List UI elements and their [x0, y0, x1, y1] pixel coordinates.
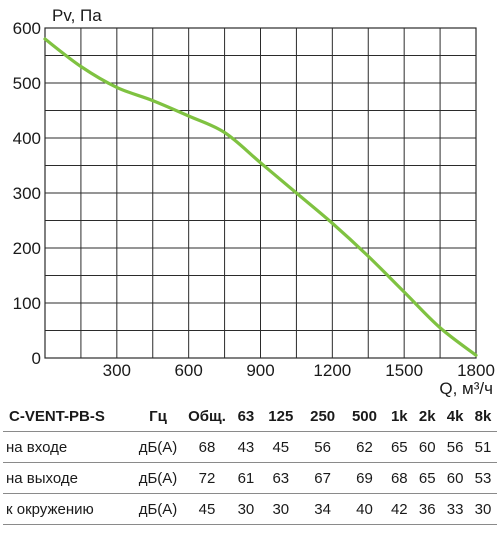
table-header-row: C-VENT-PB-S Гц Общ. 63 125 250 500 1k 2k…	[3, 401, 497, 432]
unit-cell: дБ(А)	[138, 438, 178, 456]
table-row: на входе дБ(А) 68 43 45 56 62 65 60 56 5…	[3, 432, 497, 463]
chart-svg: 300 600 900 1200 1500 1800 0 100 200 300 400 500 600…	[13, 6, 495, 398]
x-tick-label: 1500	[385, 361, 423, 380]
row-label: к окружению	[6, 500, 94, 518]
table-row: к окружению дБ(А) 45 30 30 34 40 42 36 3…	[3, 494, 497, 525]
value-cell: 69	[356, 469, 373, 487]
value-cell: 56	[446, 438, 464, 456]
total-cell: 45	[198, 500, 216, 518]
value-cell: 60	[418, 438, 436, 456]
freq-header: 500	[351, 407, 377, 425]
value-cell: 30	[474, 500, 492, 518]
series-line	[43, 37, 478, 357]
value-cell: 42	[390, 500, 408, 518]
x-tick-label: 600	[174, 361, 202, 380]
value-cell: 65	[418, 469, 436, 487]
value-cell: 68	[390, 469, 408, 487]
unit-cell: дБ(А)	[138, 469, 178, 487]
series-layer	[43, 37, 478, 357]
value-cell: 56	[314, 438, 331, 456]
row-label: на входе	[6, 438, 68, 456]
value-cell: 36	[418, 500, 436, 518]
value-cell: 65	[390, 438, 408, 456]
unit-header: Гц	[149, 407, 167, 425]
total-cell: 72	[198, 469, 216, 487]
plot-frame	[44, 27, 477, 359]
noise-table: C-VENT-PB-S Гц Общ. 63 125 250 500 1k 2k…	[3, 401, 497, 525]
value-cell: 51	[474, 438, 492, 456]
y-tick-label: 100	[13, 294, 41, 313]
total-cell: 68	[198, 438, 216, 456]
x-tick-label: 1200	[313, 361, 351, 380]
y-tick-label: 600	[13, 19, 41, 38]
value-cell: 45	[272, 438, 290, 456]
y-tick-label: 200	[13, 239, 41, 258]
freq-header: 63	[237, 407, 255, 425]
x-tick-label: 300	[103, 361, 131, 380]
x-tick-label: 1800	[457, 361, 495, 380]
value-cell: 30	[272, 500, 290, 518]
x-tick-label: 900	[246, 361, 274, 380]
value-cell: 34	[314, 500, 331, 518]
grid	[45, 28, 476, 358]
x-axis-title: Q, м³/ч	[439, 379, 493, 398]
freq-header: 8k	[474, 407, 492, 425]
tick-labels: 300 600 900 1200 1500 1800 0 100 200 300 400 500 600…	[13, 19, 495, 398]
y-tick-label: 400	[13, 129, 41, 148]
y-tick-label: 0	[32, 349, 41, 368]
value-cell: 40	[356, 500, 373, 518]
y-axis-title: Pv, Па	[52, 6, 102, 25]
value-cell: 30	[237, 500, 255, 518]
value-cell: 43	[237, 438, 255, 456]
value-cell: 61	[237, 469, 255, 487]
value-cell: 60	[446, 469, 464, 487]
freq-header: 2k	[418, 407, 436, 425]
value-cell: 62	[356, 438, 373, 456]
model-name: C-VENT-PB-S	[9, 407, 105, 425]
y-tick-label: 300	[13, 184, 41, 203]
freq-header: 4k	[446, 407, 464, 425]
value-cell: 67	[314, 469, 331, 487]
table-row: на выходе дБ(А) 72 61 63 67 69 68 65 60 …	[3, 463, 497, 494]
total-header: Общ.	[188, 407, 226, 425]
value-cell: 63	[272, 469, 290, 487]
y-tick-label: 500	[13, 74, 41, 93]
value-cell: 53	[474, 469, 492, 487]
freq-header: 1k	[390, 407, 408, 425]
unit-cell: дБ(А)	[138, 500, 178, 518]
row-label: на выходе	[6, 469, 78, 487]
value-cell: 33	[446, 500, 464, 518]
freq-header: 125	[268, 407, 294, 425]
pressure-flow-chart: 300 600 900 1200 1500 1800 0 100 200 300 400 500 600…	[13, 6, 495, 398]
freq-header: 250	[310, 407, 336, 425]
axes	[44, 27, 477, 359]
